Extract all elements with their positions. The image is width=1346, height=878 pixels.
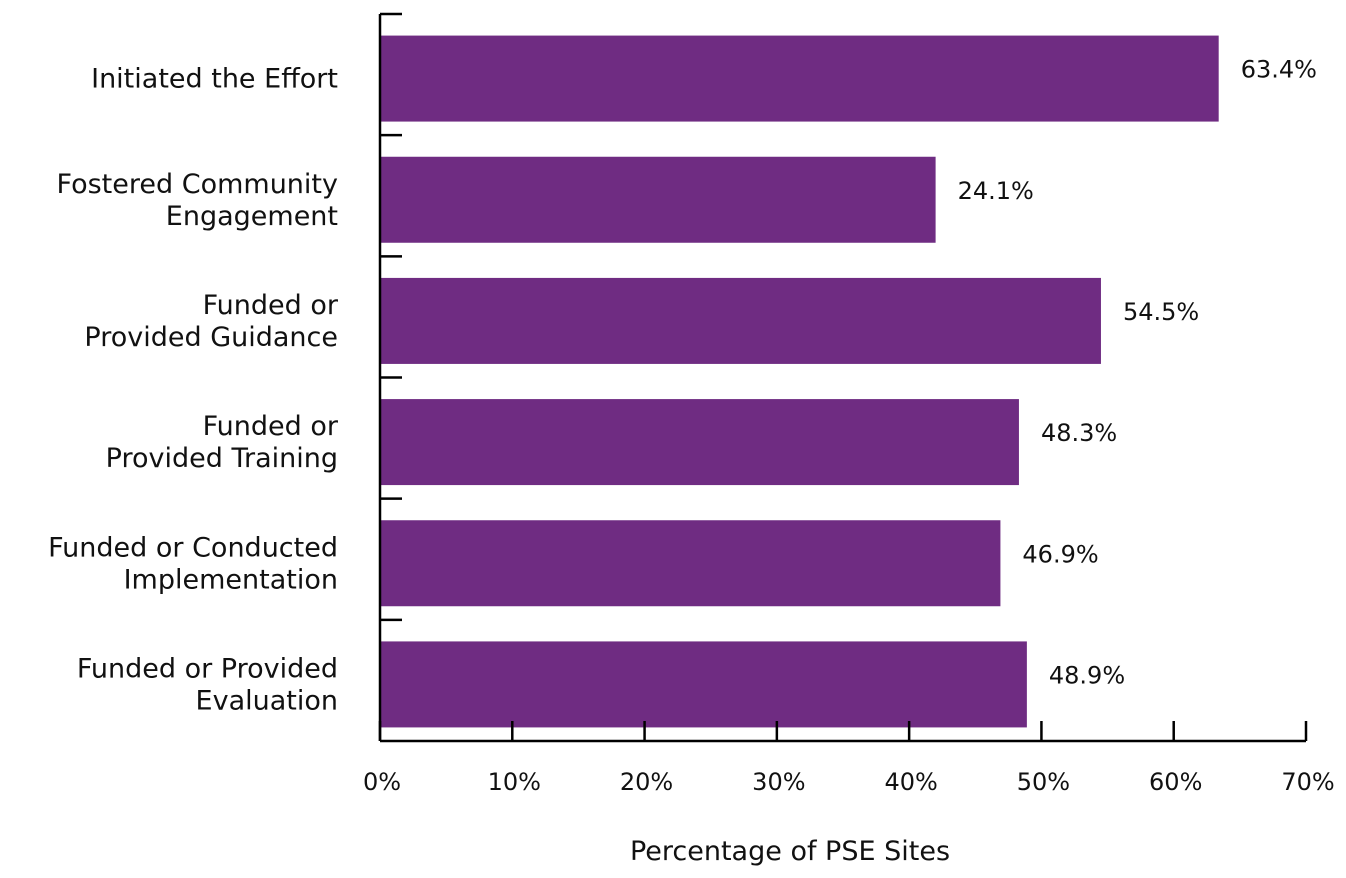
bar (380, 641, 1027, 728)
bar (380, 35, 1219, 122)
category-label: Funded or Conducted (48, 532, 338, 563)
category-label: Provided Guidance (84, 322, 338, 353)
category-label: Funded or Provided (77, 653, 338, 684)
data-label: 48.9% (1049, 661, 1125, 689)
data-label: 46.9% (1022, 540, 1098, 568)
data-label: 63.4% (1241, 56, 1317, 84)
bar (380, 399, 1019, 486)
bar (380, 277, 1101, 364)
category-label: Initiated the Effort (91, 64, 338, 95)
category-label: Implementation (124, 564, 338, 595)
category-label: Funded or (203, 290, 339, 321)
category-label: Funded or (203, 411, 339, 442)
category-label: Provided Training (106, 443, 338, 474)
x-tick-label: 10% (488, 768, 541, 796)
bar (380, 156, 936, 243)
axes (378, 12, 1306, 743)
x-tick-label: 0% (363, 768, 401, 796)
data-label: 54.5% (1123, 298, 1199, 326)
x-axis-ticks: 0% 10% 20% 30% 40% 50% 60% 70% (363, 721, 1335, 796)
category-label: Engagement (166, 201, 338, 232)
x-tick-label: 30% (752, 768, 805, 796)
data-labels: 63.4% 24.1% 54.5% 48.3% 46.9% 48.9% (958, 56, 1317, 690)
x-tick-label: 40% (884, 768, 937, 796)
category-label: Fostered Community (57, 169, 338, 200)
x-tick-label: 60% (1149, 768, 1202, 796)
category-labels: Initiated the Effort Fostered CommunityEn… (48, 64, 339, 717)
data-label: 48.3% (1041, 419, 1117, 447)
x-tick-label: 70% (1281, 768, 1334, 796)
x-axis-title: Percentage of PSE Sites (630, 836, 950, 867)
data-label: 24.1% (958, 177, 1034, 205)
x-tick-label: 20% (620, 768, 673, 796)
bar (380, 520, 1001, 607)
category-label: Evaluation (196, 685, 338, 716)
bars-group (380, 35, 1219, 728)
x-tick-label: 50% (1017, 768, 1070, 796)
